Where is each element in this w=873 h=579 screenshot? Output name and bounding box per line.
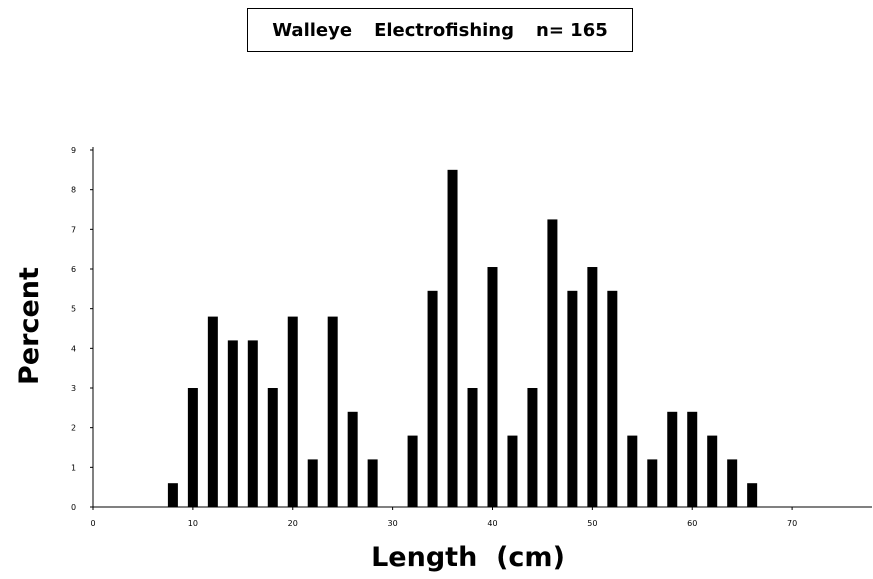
histogram-bar [427,290,438,507]
histogram-bar [367,459,378,507]
y-tick-label: 8 [71,186,76,195]
axes [92,147,872,508]
histogram-bar [487,267,498,507]
histogram-bar [687,411,698,507]
y-tick-label: 0 [71,503,76,512]
histogram-bar [287,316,298,507]
histogram-bar [227,340,238,507]
histogram-bar [567,290,578,507]
x-tick-label: 10 [188,519,198,528]
histogram-bar [727,459,738,507]
histogram-bar [447,169,458,508]
y-axis-label: Percent [14,267,45,385]
x-axis-label: Length (cm) [371,542,565,573]
histogram-bar [607,290,618,507]
histogram-bar [167,483,178,507]
y-tick-label: 2 [71,424,76,433]
y-tick-label: 5 [71,305,76,314]
histogram-bar [707,435,718,507]
histogram-bar [587,267,598,507]
x-tick-label: 70 [787,519,797,528]
histogram-bar [507,435,518,507]
histogram-bar [207,316,218,507]
histogram-bar [467,388,478,507]
title-species: Walleye [272,19,353,41]
ticks: 0 1 2 3 4 5 6 7 8 9 0 10 20 30 40 50 60 70 [71,146,797,528]
x-tick-label: 60 [687,519,697,528]
histogram-bar [667,411,678,507]
histogram-bar [407,435,418,507]
chart-title-box: Walleye Electrofishing n= 165 [247,8,633,52]
histogram-bar [267,388,278,507]
y-tick-label: 9 [71,146,76,155]
histogram-bar [307,459,318,507]
title-sample-size: n= 165 [536,19,608,41]
x-tick-label: 50 [587,519,597,528]
histogram-bar [647,459,658,507]
histogram-bar [747,483,758,507]
x-tick-label: 20 [288,519,298,528]
histogram-bar [547,219,558,507]
histogram-bar [247,340,258,507]
y-tick-label: 6 [71,265,76,274]
y-tick-label: 4 [71,344,76,353]
histogram-bar [347,411,358,507]
y-tick-label: 7 [71,225,76,234]
bars [167,169,758,508]
x-tick-label: 30 [388,519,398,528]
histogram-bar [327,316,338,507]
x-tick-label: 40 [487,519,497,528]
y-tick-label: 1 [71,463,76,472]
histogram-bar [527,388,538,507]
x-tick-label: 0 [90,519,95,528]
histogram-bar [627,435,638,507]
histogram-bar [187,388,198,507]
title-method: Electrofishing [374,19,515,41]
y-tick-label: 3 [71,384,76,393]
